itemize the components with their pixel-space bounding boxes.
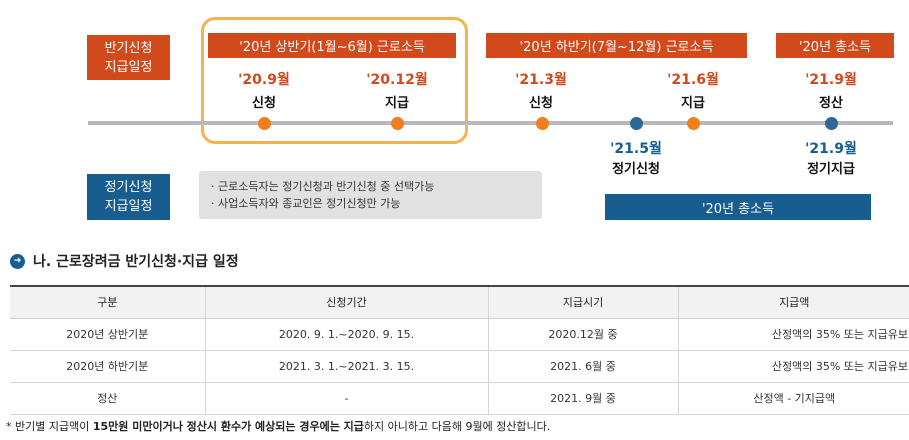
table-cell: 2021. 6월 중 xyxy=(487,350,678,383)
total-income-bar: '20년 총소득 xyxy=(605,194,871,220)
table-row: 2020년 상반기분 2020. 9. 1.~2020. 9. 15. 2020… xyxy=(10,318,909,351)
timeline-marker xyxy=(536,117,549,130)
table-cell: 2021. 3. 1.~2021. 3. 15. xyxy=(204,350,488,383)
footnote: * 반기별 지급액이 15만원 미만이거나 정산시 환수가 예상되는 경우에는 … xyxy=(6,418,550,434)
event-label: 정기지급 xyxy=(807,162,855,177)
event-date: '20.12월 xyxy=(366,72,428,88)
event-date: '21.5월 xyxy=(610,141,662,157)
timeline-marker xyxy=(687,117,700,130)
table-cell: 산정액의 35% 또는 지급유보 xyxy=(677,318,909,351)
circle-arrow-right-icon: ➜ xyxy=(10,253,25,269)
table-cell: 2020년 하반기분 xyxy=(10,350,205,383)
table-header-row: 구분 신청기간 지급시기 지급액 xyxy=(10,285,909,319)
event-date: '21.9월 xyxy=(805,141,857,157)
table-cell: - xyxy=(204,382,488,415)
table-row: 2020년 하반기분 2021. 3. 1.~2021. 3. 15. 2021… xyxy=(10,350,909,383)
column-header: 지급시기 xyxy=(487,285,678,319)
footnote-emphasis: 15만원 미만이거나 정산시 환수가 예상되는 경우에는 지급 xyxy=(92,420,364,433)
section-heading: ➜ 나. 근로장려금 반기신청·지급 일정 xyxy=(10,251,239,271)
event-label: 신청 xyxy=(529,96,553,111)
column-header: 지급액 xyxy=(677,285,909,319)
half-apply-schedule-label: 반기신청 지급일정 xyxy=(87,35,170,80)
table-cell: 산정액 - 기지급액 xyxy=(677,382,909,415)
table-cell: 2021. 9월 중 xyxy=(487,382,678,415)
regular-apply-schedule-label: 정기신청 지급일정 xyxy=(87,174,170,220)
event-label: 지급 xyxy=(385,96,409,111)
table-cell: 2020.12월 중 xyxy=(487,318,678,351)
timeline-marker xyxy=(258,117,271,130)
timeline-marker xyxy=(391,117,404,130)
footnote-suffix: 하지 아니하고 다음해 9월에 정산합니다. xyxy=(363,420,551,433)
note-line: · 사업소득자와 종교인은 정기신청만 가능 xyxy=(211,197,401,210)
table-row: 정산 - 2021. 9월 중 산정액 - 기지급액 xyxy=(10,382,909,415)
event-date: '21.9월 xyxy=(805,72,857,88)
eligibility-notes: · 근로소득자는 정기신청과 반기신청 중 선택가능 · 사업소득자와 종교인은… xyxy=(199,171,542,219)
column-header: 구분 xyxy=(10,285,205,319)
schedule-table: 구분 신청기간 지급시기 지급액 2020년 상반기분 2020. 9. 1.~… xyxy=(10,285,909,415)
table-cell: 산정액의 35% 또는 지급유보 xyxy=(677,350,909,383)
event-date: '20.9월 xyxy=(238,72,290,88)
table-cell: 정산 xyxy=(10,382,205,415)
period-tag-total: '20년 총소득 xyxy=(776,33,894,58)
table-cell: 2020년 상반기분 xyxy=(10,318,205,351)
first-half-highlight-frame xyxy=(201,17,468,144)
timeline-marker xyxy=(630,117,643,130)
section-title-text: 나. 근로장려금 반기신청·지급 일정 xyxy=(33,254,239,270)
column-header: 신청기간 xyxy=(204,285,488,319)
period-tag-first-half: '20년 상반기(1월~6월) 근로소득 xyxy=(208,33,456,58)
note-line: · 근로소득자는 정기신청과 반기신청 중 선택가능 xyxy=(211,180,435,193)
event-label: 정산 xyxy=(819,96,843,111)
footnote-prefix: * 반기별 지급액이 xyxy=(6,420,93,433)
event-label: 정기신청 xyxy=(612,162,660,177)
timeline-marker xyxy=(825,117,838,130)
table-cell: 2020. 9. 1.~2020. 9. 15. xyxy=(204,318,488,351)
event-label: 신청 xyxy=(252,96,276,111)
timeline-axis xyxy=(88,121,893,125)
event-date: '21.3월 xyxy=(515,72,567,88)
period-tag-second-half: '20년 하반기(7월~12월) 근로소득 xyxy=(486,33,747,58)
event-label: 지급 xyxy=(681,96,705,111)
event-date: '21.6월 xyxy=(667,72,719,88)
